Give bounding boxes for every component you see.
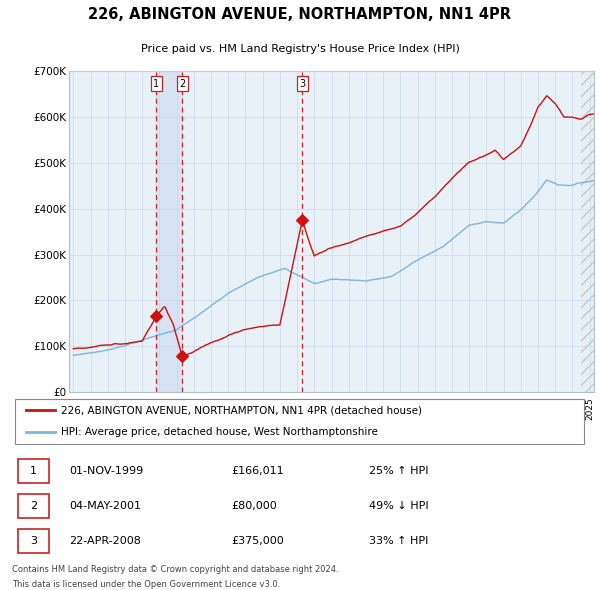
Text: 2: 2 bbox=[179, 79, 185, 89]
Bar bbox=[581, 71, 594, 392]
Text: 49% ↓ HPI: 49% ↓ HPI bbox=[369, 501, 429, 511]
Text: £166,011: £166,011 bbox=[231, 466, 284, 476]
Text: 33% ↑ HPI: 33% ↑ HPI bbox=[369, 536, 428, 546]
Text: 1: 1 bbox=[30, 466, 37, 476]
FancyBboxPatch shape bbox=[18, 529, 49, 553]
Text: 04-MAY-2001: 04-MAY-2001 bbox=[70, 501, 142, 511]
Text: 3: 3 bbox=[30, 536, 37, 546]
Text: £375,000: £375,000 bbox=[231, 536, 284, 546]
Text: 1: 1 bbox=[154, 79, 160, 89]
FancyBboxPatch shape bbox=[18, 459, 49, 483]
Point bbox=[298, 215, 307, 225]
Bar bbox=[581, 71, 594, 392]
Bar bbox=[581, 71, 594, 392]
Text: £80,000: £80,000 bbox=[231, 501, 277, 511]
Text: Contains HM Land Registry data © Crown copyright and database right 2024.: Contains HM Land Registry data © Crown c… bbox=[12, 565, 338, 574]
Text: 2: 2 bbox=[30, 501, 37, 511]
FancyBboxPatch shape bbox=[15, 399, 584, 444]
Text: Price paid vs. HM Land Registry's House Price Index (HPI): Price paid vs. HM Land Registry's House … bbox=[140, 44, 460, 54]
Point bbox=[152, 312, 161, 321]
Text: This data is licensed under the Open Government Licence v3.0.: This data is licensed under the Open Gov… bbox=[12, 581, 280, 589]
Point bbox=[178, 351, 187, 360]
Text: 3: 3 bbox=[299, 79, 305, 89]
Text: 25% ↑ HPI: 25% ↑ HPI bbox=[369, 466, 428, 476]
Text: 226, ABINGTON AVENUE, NORTHAMPTON, NN1 4PR (detached house): 226, ABINGTON AVENUE, NORTHAMPTON, NN1 4… bbox=[61, 405, 422, 415]
Text: 22-APR-2008: 22-APR-2008 bbox=[70, 536, 142, 546]
Bar bbox=[157, 71, 182, 392]
Text: 01-NOV-1999: 01-NOV-1999 bbox=[70, 466, 144, 476]
FancyBboxPatch shape bbox=[18, 494, 49, 518]
Text: HPI: Average price, detached house, West Northamptonshire: HPI: Average price, detached house, West… bbox=[61, 427, 378, 437]
Text: 226, ABINGTON AVENUE, NORTHAMPTON, NN1 4PR: 226, ABINGTON AVENUE, NORTHAMPTON, NN1 4… bbox=[89, 8, 511, 22]
